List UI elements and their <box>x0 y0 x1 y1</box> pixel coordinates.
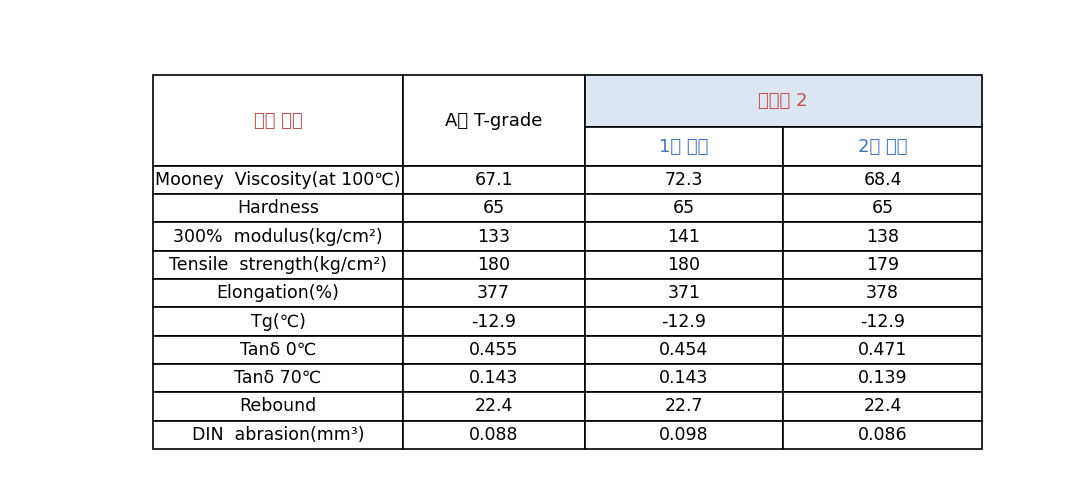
Bar <box>153 392 403 420</box>
Bar <box>585 251 783 279</box>
Bar <box>585 420 783 449</box>
Bar <box>783 166 982 194</box>
Text: Rebound: Rebound <box>239 398 316 415</box>
Text: 0.143: 0.143 <box>469 369 518 387</box>
Text: 378: 378 <box>866 284 899 302</box>
Bar <box>783 308 982 336</box>
Bar <box>403 76 585 166</box>
Text: 180: 180 <box>477 256 511 274</box>
Text: 0.086: 0.086 <box>858 426 908 444</box>
Bar <box>585 194 783 222</box>
Text: 0.455: 0.455 <box>469 341 518 359</box>
Bar <box>783 420 982 449</box>
Text: -12.9: -12.9 <box>471 312 516 330</box>
Text: 133: 133 <box>477 228 511 246</box>
Text: 180: 180 <box>668 256 700 274</box>
Bar <box>783 336 982 364</box>
Text: 22.7: 22.7 <box>664 398 703 415</box>
Text: Elongation(%): Elongation(%) <box>216 284 339 302</box>
Bar <box>153 251 403 279</box>
Bar <box>585 128 783 166</box>
Text: 141: 141 <box>668 228 700 246</box>
Bar <box>783 128 982 166</box>
Bar <box>403 279 585 308</box>
Text: 0.143: 0.143 <box>659 369 708 387</box>
Bar <box>783 251 982 279</box>
Text: 0.098: 0.098 <box>659 426 709 444</box>
Bar <box>403 392 585 420</box>
Bar <box>783 392 982 420</box>
Bar <box>585 76 982 128</box>
Bar <box>153 222 403 251</box>
Bar <box>585 336 783 364</box>
Text: 0.139: 0.139 <box>858 369 908 387</box>
Bar <box>153 194 403 222</box>
Text: 300%  modulus(kg/cm²): 300% modulus(kg/cm²) <box>173 228 383 246</box>
Bar <box>153 420 403 449</box>
Text: DIN  abrasion(mm³): DIN abrasion(mm³) <box>192 426 364 444</box>
Bar <box>585 364 783 392</box>
Bar <box>403 222 585 251</box>
Text: Tg(℃): Tg(℃) <box>251 312 305 330</box>
Text: 1차 샘플: 1차 샘플 <box>659 138 708 156</box>
Bar <box>783 194 982 222</box>
Bar <box>403 308 585 336</box>
Text: 72.3: 72.3 <box>664 171 703 189</box>
Text: Tensile  strength(kg/cm²): Tensile strength(kg/cm²) <box>169 256 387 274</box>
Text: 개발품 2: 개발품 2 <box>758 92 808 110</box>
Bar <box>585 279 783 308</box>
Text: A사 T-grade: A사 T-grade <box>445 112 542 130</box>
Text: 22.4: 22.4 <box>475 398 513 415</box>
Bar <box>153 308 403 336</box>
Text: 22.4: 22.4 <box>863 398 902 415</box>
Text: 179: 179 <box>866 256 899 274</box>
Bar <box>783 364 982 392</box>
Bar <box>585 392 783 420</box>
Bar <box>153 279 403 308</box>
Bar <box>403 166 585 194</box>
Text: 377: 377 <box>477 284 511 302</box>
Bar <box>403 420 585 449</box>
Bar <box>585 308 783 336</box>
Text: 65: 65 <box>872 200 894 218</box>
Bar <box>403 194 585 222</box>
Text: 67.1: 67.1 <box>475 171 513 189</box>
Bar <box>403 251 585 279</box>
Text: 138: 138 <box>866 228 899 246</box>
Text: 0.471: 0.471 <box>858 341 908 359</box>
Bar <box>783 222 982 251</box>
Text: Tanδ 0℃: Tanδ 0℃ <box>240 341 316 359</box>
Bar <box>153 76 403 166</box>
Text: 2차 샘플: 2차 샘플 <box>858 138 908 156</box>
Text: 0.454: 0.454 <box>659 341 708 359</box>
Bar <box>585 166 783 194</box>
Bar <box>403 336 585 364</box>
Text: -12.9: -12.9 <box>860 312 906 330</box>
Bar <box>153 336 403 364</box>
Text: 65: 65 <box>673 200 695 218</box>
Bar <box>783 279 982 308</box>
Text: 371: 371 <box>668 284 700 302</box>
Bar <box>403 364 585 392</box>
Text: 평가 항목: 평가 항목 <box>253 112 302 130</box>
Text: Hardness: Hardness <box>237 200 319 218</box>
Bar <box>585 222 783 251</box>
Text: 68.4: 68.4 <box>863 171 902 189</box>
Bar <box>153 166 403 194</box>
Text: Tanδ 70℃: Tanδ 70℃ <box>235 369 322 387</box>
Text: 65: 65 <box>482 200 505 218</box>
Text: 0.088: 0.088 <box>469 426 518 444</box>
Text: Mooney  Viscosity(at 100℃): Mooney Viscosity(at 100℃) <box>155 171 400 189</box>
Text: -12.9: -12.9 <box>661 312 706 330</box>
Bar <box>153 364 403 392</box>
